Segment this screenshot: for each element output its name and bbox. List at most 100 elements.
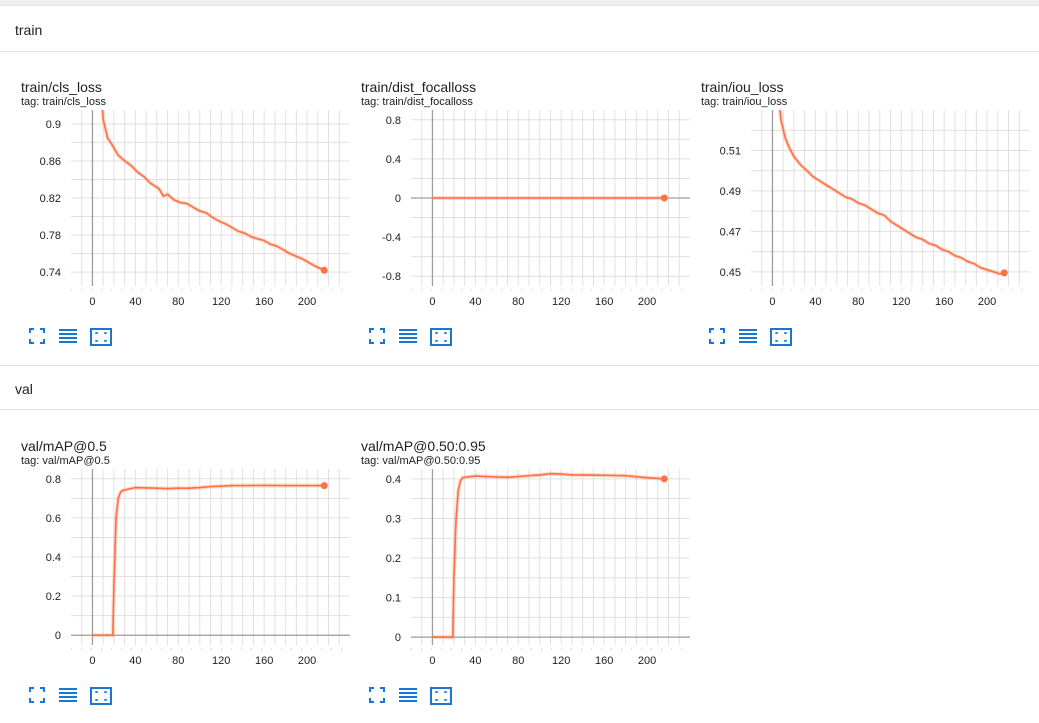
- toggle-log-scale-button[interactable]: [399, 687, 421, 707]
- x-tick-label: 40: [469, 296, 481, 308]
- series-line: [779, 110, 1005, 275]
- chart-plot[interactable]: 0 40 80 120 160 200 0.45 0.47 0.49 0.51: [695, 110, 1030, 322]
- chart-plot[interactable]: 0 40 80 120 160 200 0 0.1 0.2 0.3 0.4: [355, 469, 690, 681]
- fit-domain-button[interactable]: [770, 328, 792, 348]
- y-tick-label: 0.47: [720, 226, 741, 238]
- toggle-log-scale-icon: [739, 328, 761, 344]
- x-tick-label: 200: [638, 296, 656, 308]
- chart-card: train/dist_focalloss tag: train/dist_foca…: [355, 70, 690, 360]
- x-tick-label: 40: [129, 296, 141, 308]
- y-tick-label: 0: [395, 193, 401, 205]
- y-tick-label: 0: [55, 630, 61, 642]
- fit-domain-button[interactable]: [90, 328, 112, 348]
- x-tick-label: 80: [512, 655, 524, 667]
- fullscreen-button[interactable]: [369, 687, 391, 707]
- x-tick-label: 160: [595, 296, 613, 308]
- x-tick-label: 160: [255, 655, 273, 667]
- toggle-log-scale-button[interactable]: [59, 687, 81, 707]
- x-tick-label: 80: [512, 296, 524, 308]
- fullscreen-icon: [29, 687, 51, 703]
- y-tick-label: 0.9: [46, 119, 61, 131]
- fullscreen-button[interactable]: [29, 687, 51, 707]
- toggle-log-scale-icon: [399, 328, 421, 344]
- y-tick-label: 0.4: [386, 474, 401, 486]
- chart-plot[interactable]: 0 40 80 120 160 200 0 0.2 0.4 0.6 0.8: [15, 469, 350, 681]
- series-end-point[interactable]: [660, 194, 668, 202]
- y-tick-label: 0.82: [40, 193, 61, 205]
- y-tick-label: 0: [395, 632, 401, 644]
- x-tick-label: 120: [892, 296, 910, 308]
- y-tick-label: 0.2: [386, 553, 401, 565]
- y-tick-label: 0.6: [46, 513, 61, 525]
- x-tick-label: 0: [429, 296, 435, 308]
- x-tick-label: 40: [129, 655, 141, 667]
- section-title: train: [15, 22, 43, 38]
- fit-domain-button[interactable]: [430, 328, 452, 348]
- x-tick-label: 120: [212, 296, 230, 308]
- fullscreen-button[interactable]: [29, 328, 51, 348]
- chart-card: val/mAP@0.5 tag: val/mAP@0.5 0 40 80 120 160 20…: [15, 429, 350, 719]
- section-train: train train/cls_loss tag: train/cls_loss 0…: [0, 5, 1039, 365]
- fullscreen-button[interactable]: [369, 328, 391, 348]
- fullscreen-button[interactable]: [709, 328, 731, 348]
- x-tick-label: 40: [809, 296, 821, 308]
- chart-plot[interactable]: 0 40 80 120 160 200 -0.8 -0.4 0 0.4 0.8: [355, 110, 690, 322]
- section-title: val: [15, 381, 33, 397]
- fit-domain-button[interactable]: [90, 687, 112, 707]
- x-tick-label: 200: [298, 655, 316, 667]
- chart-title: train/dist_focalloss: [361, 79, 477, 95]
- chart-card: train/iou_loss tag: train/iou_loss 0 40 80 12…: [695, 70, 1030, 360]
- chart-tag: tag: train/iou_loss: [701, 96, 788, 108]
- chart-title: val/mAP@0.50:0.95: [361, 438, 486, 454]
- toggle-log-scale-button[interactable]: [399, 328, 421, 348]
- y-tick-label: 0.49: [720, 186, 741, 198]
- x-tick-label: 200: [298, 296, 316, 308]
- y-tick-label: 0.51: [720, 145, 741, 157]
- toggle-log-scale-button[interactable]: [59, 328, 81, 348]
- fullscreen-icon: [369, 687, 391, 703]
- section-body: train/cls_loss tag: train/cls_loss 0 40 80 12…: [0, 51, 1039, 365]
- x-tick-label: 0: [769, 296, 775, 308]
- y-tick-label: 0.78: [40, 230, 61, 242]
- fullscreen-icon: [369, 328, 391, 344]
- toggle-log-scale-icon: [399, 687, 421, 703]
- x-tick-label: 0: [429, 655, 435, 667]
- y-tick-label: 0.1: [386, 593, 401, 605]
- x-tick-label: 120: [552, 296, 570, 308]
- y-tick-label: 0.86: [40, 156, 61, 168]
- series-end-point[interactable]: [660, 475, 668, 483]
- series-end-point[interactable]: [320, 482, 328, 490]
- y-tick-label: 0.8: [46, 474, 61, 486]
- x-tick-label: 120: [212, 655, 230, 667]
- chart-tag: tag: train/dist_focalloss: [361, 96, 473, 108]
- x-tick-label: 160: [935, 296, 953, 308]
- x-tick-label: 120: [552, 655, 570, 667]
- x-tick-label: 160: [255, 296, 273, 308]
- series-line-raw: [777, 110, 1005, 276]
- y-tick-label: 0.3: [386, 513, 401, 525]
- section-body: val/mAP@0.5 tag: val/mAP@0.5 0 40 80 120 160 20…: [0, 409, 1039, 723]
- toggle-log-scale-button[interactable]: [739, 328, 761, 348]
- fullscreen-icon: [29, 328, 51, 344]
- section-val: val val/mAP@0.5 tag: val/mAP@0.5 0 40 80 120 1…: [0, 365, 1039, 723]
- series-line-raw: [100, 110, 326, 273]
- y-tick-label: 0.4: [386, 154, 401, 166]
- series-line: [432, 472, 665, 638]
- fit-domain-icon: [770, 328, 792, 346]
- x-tick-label: 80: [172, 296, 184, 308]
- series-end-point[interactable]: [1000, 269, 1008, 277]
- y-tick-label: 0.8: [386, 115, 401, 127]
- x-tick-label: 200: [978, 296, 996, 308]
- series-end-point[interactable]: [320, 266, 328, 274]
- x-tick-label: 160: [595, 655, 613, 667]
- series-line: [92, 484, 325, 636]
- fit-domain-icon: [90, 328, 112, 346]
- chart-plot[interactable]: 0 40 80 120 160 200 0.74 0.78 0.82 0.86 0.9: [15, 110, 350, 322]
- x-tick-label: 0: [89, 655, 95, 667]
- series-line-raw: [92, 483, 325, 638]
- fit-domain-icon: [430, 687, 452, 705]
- chart-title: val/mAP@0.5: [21, 438, 107, 454]
- fit-domain-icon: [90, 687, 112, 705]
- fit-domain-button[interactable]: [430, 687, 452, 707]
- fit-domain-icon: [430, 328, 452, 346]
